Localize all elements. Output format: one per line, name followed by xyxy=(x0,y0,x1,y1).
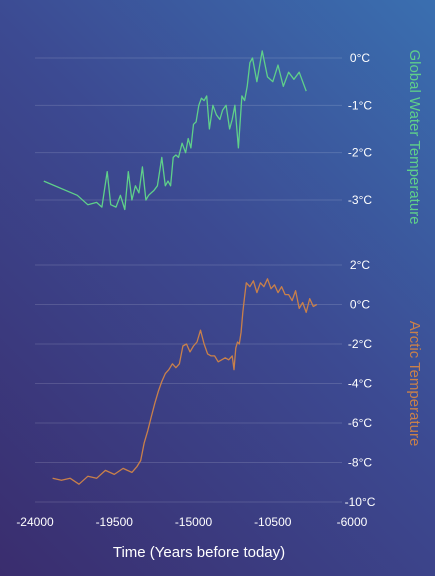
y-tick-label: -1°C xyxy=(348,98,372,112)
arctic-temperature-plot: 2°C 0°C -2°C -4°C -6°C -8°C -10°C -24000 -19500 -… xyxy=(16,258,375,529)
y-tick-label: -3°C xyxy=(348,193,372,207)
y-tick-label: 0°C xyxy=(350,298,370,312)
y-tick-label: 2°C xyxy=(350,258,370,272)
y-tick-label: -6°C xyxy=(348,416,372,430)
x-tick-label: -10500 xyxy=(254,515,292,529)
y-tick-label: -2°C xyxy=(348,337,372,351)
water-temperature-plot: 0°C -1°C -2°C -3°C xyxy=(35,50,372,211)
arctic-temperature-axis-label: Arctic Temperature xyxy=(406,321,423,447)
x-tick-label: -15000 xyxy=(175,515,213,529)
time-axis-label: Time (Years before today) xyxy=(113,544,285,561)
series-line xyxy=(43,50,307,211)
y-tick-label: -8°C xyxy=(348,456,372,470)
y-tick-label: -10°C xyxy=(345,495,376,509)
y-tick-label: -2°C xyxy=(348,146,372,160)
x-tick-label: -19500 xyxy=(96,515,134,529)
series-line xyxy=(52,278,318,485)
water-temperature-axis-label: Global Water Temperature xyxy=(406,49,423,224)
x-tick-label: -6000 xyxy=(337,515,368,529)
y-tick-label: -4°C xyxy=(348,377,372,391)
y-tick-label: 0°C xyxy=(350,51,370,65)
x-tick-label: -24000 xyxy=(16,515,54,529)
